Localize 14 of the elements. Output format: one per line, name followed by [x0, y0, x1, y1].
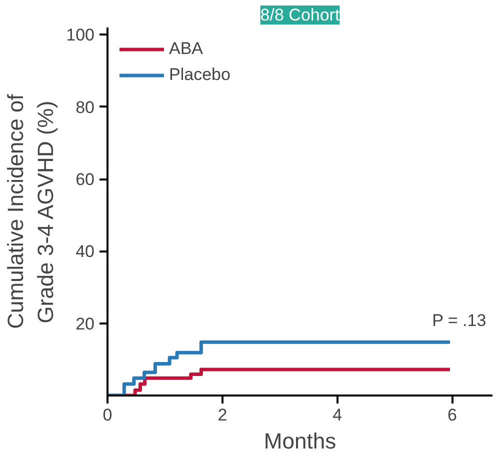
x-tick-label: 2: [218, 406, 228, 424]
y-tick-label: 40: [76, 242, 95, 262]
legend-label: Placebo: [169, 65, 230, 85]
legend-label: ABA: [169, 39, 204, 59]
x-tick-label: 0: [102, 406, 112, 424]
y-tick-label: 100: [66, 26, 95, 45]
y-tick-label: 20: [76, 314, 95, 334]
x-axis-title: Months: [264, 428, 336, 454]
y-tick-label: 80: [76, 98, 95, 117]
y-axis-title: Cumulative Incidence of Grade 3-4 AGVHD (%): [3, 93, 58, 329]
annotation: P = .13: [432, 311, 486, 330]
x-tick-label: 6: [448, 406, 458, 424]
x-tick-label: 4: [332, 406, 342, 424]
y-tick-label: 60: [76, 170, 95, 190]
